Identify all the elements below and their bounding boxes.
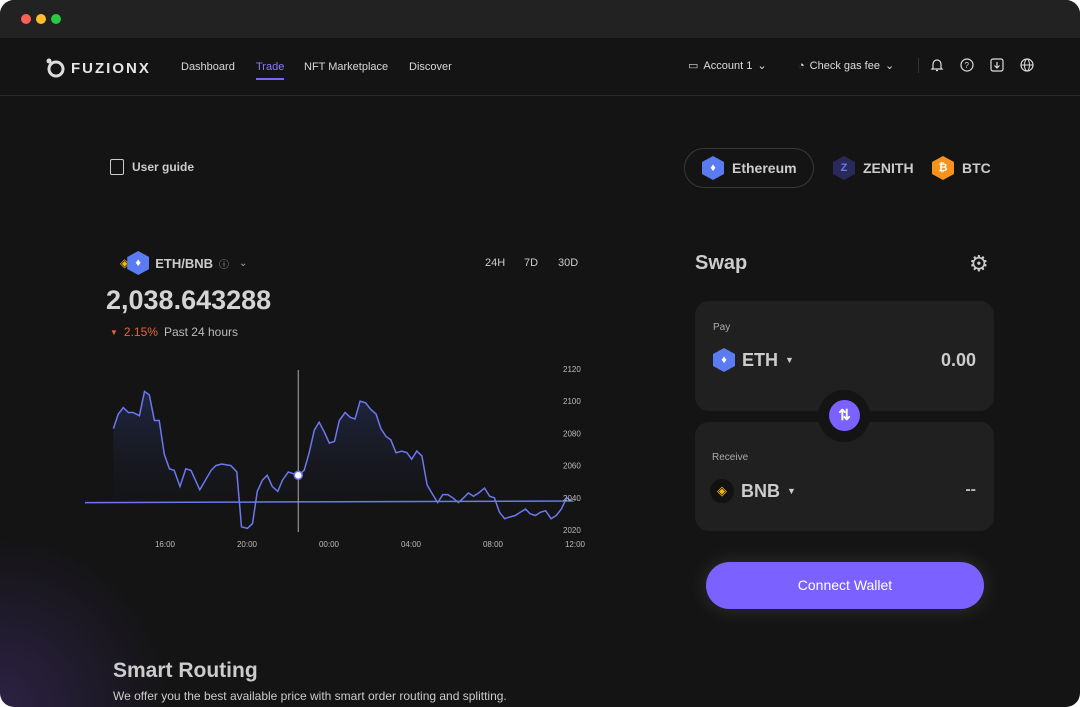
top-nav: FUZIONX Dashboard Trade NFT Marketplace … xyxy=(0,38,1080,96)
swap-direction-button[interactable]: ⇅ xyxy=(829,400,860,431)
change-percent: 2.15% xyxy=(123,325,158,339)
network-ethereum[interactable]: ♦ Ethereum xyxy=(702,156,797,180)
y-tick-label: 2080 xyxy=(563,429,581,438)
caret-down-icon: ▼ xyxy=(785,355,794,365)
chevron-down-icon: ⌄ xyxy=(239,257,248,269)
smart-routing-title: Smart Routing xyxy=(113,659,258,682)
receive-amount: -- xyxy=(965,481,976,498)
download-icon[interactable] xyxy=(990,58,1004,72)
highlight-point xyxy=(293,470,303,481)
pair-selector[interactable]: ◈ ♦ ETH/BNB ⓘ ⌄ xyxy=(120,251,247,275)
globe-icon[interactable] xyxy=(1020,58,1034,72)
ethereum-icon: ♦ xyxy=(702,156,724,180)
receive-label: Receive xyxy=(712,452,749,463)
receive-token-selector[interactable]: ◈ BNB ▼ xyxy=(710,479,796,503)
user-guide-link[interactable]: User guide xyxy=(110,159,194,175)
y-tick-label: 2100 xyxy=(563,397,581,406)
timeframe-30d[interactable]: 30D xyxy=(558,257,579,269)
x-tick-label: 12:00 xyxy=(565,540,586,549)
maximize-window-button[interactable] xyxy=(51,14,61,24)
down-arrow-icon: ▼ xyxy=(110,327,118,337)
swap-arrows-icon: ⇅ xyxy=(838,407,851,424)
y-tick-label: 2060 xyxy=(563,462,581,471)
zenith-icon: Z xyxy=(833,156,855,180)
x-tick-label: 20:00 xyxy=(237,540,258,549)
bitcoin-icon: ₿ xyxy=(932,156,954,180)
title-bar xyxy=(0,0,1080,38)
y-tick-label: 2120 xyxy=(563,365,581,374)
info-icon[interactable]: ⓘ xyxy=(219,259,230,271)
user-guide-label: User guide xyxy=(132,160,195,174)
connect-wallet-button[interactable]: Connect Wallet xyxy=(706,562,984,609)
pay-amount-input[interactable]: 0.00 xyxy=(940,350,976,370)
x-tick-label: 16:00 xyxy=(155,540,176,549)
account-label: Account 1 xyxy=(703,59,753,72)
nav-discover[interactable]: Discover xyxy=(409,61,452,73)
bnb-icon: ◈ xyxy=(120,256,130,270)
bnb-icon: ◈ xyxy=(710,479,734,503)
gas-fee-label: Check gas fee xyxy=(809,59,880,72)
fuzionx-logo-icon xyxy=(46,58,65,78)
pair-price: 2,038.643288 xyxy=(106,285,272,315)
pay-label: Pay xyxy=(713,322,731,333)
chevron-down-icon: ⌄ xyxy=(884,60,895,72)
caret-down-icon: ▼ xyxy=(787,486,796,496)
x-tick-label: 00:00 xyxy=(319,540,340,549)
wallet-icon: ▭ xyxy=(688,60,699,72)
price-change: ▼ 2.15% Past 24 hours xyxy=(110,325,238,339)
gas-fee-dropdown[interactable]: ◔ Check gas fee ⌄ xyxy=(798,59,895,73)
help-icon[interactable]: ? xyxy=(960,58,974,72)
brand-logo[interactable]: FUZIONX xyxy=(45,57,151,79)
network-label: ZENITH xyxy=(863,160,914,176)
price-chart[interactable]: 2120 2100 2080 2060 2040 2020 16:00 20:00 00:00 0… xyxy=(0,0,700,600)
network-zenith[interactable]: Z ZENITH xyxy=(833,156,914,180)
x-tick-label: 08:00 xyxy=(483,540,504,549)
y-tick-label: 2020 xyxy=(563,526,581,535)
pair-label: ETH/BNB xyxy=(155,255,214,271)
change-period: Past 24 hours xyxy=(163,325,238,339)
timeframe-24h[interactable]: 24H xyxy=(485,257,506,269)
timeframe-7d[interactable]: 7D xyxy=(524,257,539,269)
brand-name: FUZIONX xyxy=(71,59,151,77)
swap-title: Swap xyxy=(695,252,748,274)
ethereum-icon: ♦ xyxy=(713,348,735,372)
y-tick-label: 2040 xyxy=(563,494,581,503)
nav-dashboard[interactable]: Dashboard xyxy=(181,61,235,73)
receive-token: BNB xyxy=(741,480,780,501)
settings-gear-icon[interactable]: ⚙ xyxy=(969,251,989,276)
network-btc[interactable]: ₿ BTC xyxy=(932,156,991,180)
minimize-window-button[interactable] xyxy=(36,14,46,24)
chevron-down-icon: ⌄ xyxy=(757,60,767,72)
network-label: Ethereum xyxy=(732,160,797,176)
smart-routing-description: We offer you the best available price wi… xyxy=(113,689,507,703)
divider xyxy=(918,58,919,73)
ethereum-icon: ♦ xyxy=(127,251,150,275)
network-selected-outline xyxy=(684,148,814,188)
x-tick-label: 04:00 xyxy=(401,540,422,549)
close-window-button[interactable] xyxy=(21,14,31,24)
pay-token-selector[interactable]: ♦ ETH ▼ xyxy=(713,348,794,372)
nav-nft-marketplace[interactable]: NFT Marketplace xyxy=(304,61,389,73)
gauge-icon: ◔ xyxy=(798,59,805,72)
document-icon xyxy=(110,159,124,175)
network-label: BTC xyxy=(962,160,991,176)
svg-text:?: ? xyxy=(965,61,970,70)
bell-icon[interactable] xyxy=(930,58,944,72)
account-dropdown[interactable]: ▭ Account 1 ⌄ xyxy=(688,59,767,73)
pay-token: ETH xyxy=(742,349,778,370)
nav-trade[interactable]: Trade xyxy=(256,61,285,80)
price-line xyxy=(84,390,575,530)
